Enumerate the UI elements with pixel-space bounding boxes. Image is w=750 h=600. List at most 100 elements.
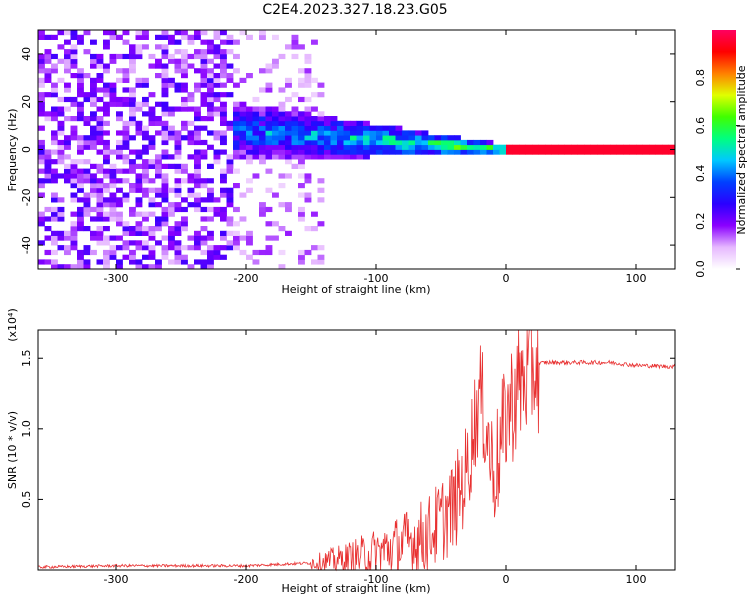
heatmap-cell [194, 87, 201, 93]
heatmap-cell [441, 139, 448, 146]
heatmap-cell [168, 230, 175, 236]
heatmap-cell [90, 53, 97, 60]
heatmap-cell [304, 125, 312, 131]
heatmap-cell [103, 101, 110, 107]
heatmap-cell [285, 77, 292, 83]
heatmap-cell [96, 197, 104, 203]
colorbar-tick-label: 0.8 [694, 69, 707, 87]
heatmap-cell [161, 73, 169, 79]
heatmap-cell [155, 240, 162, 246]
heatmap-cell [291, 130, 299, 136]
heatmap-cell [454, 149, 461, 155]
heatmap-cell [213, 245, 221, 251]
heatmap-cell [44, 259, 52, 265]
heatmap-cell [90, 135, 97, 141]
heatmap-cell [265, 106, 273, 112]
heatmap-cell [356, 139, 364, 146]
heatmap-cell [116, 221, 123, 227]
heatmap-cell [187, 187, 195, 193]
heatmap-cell [246, 120, 253, 126]
heatmap-cell [96, 87, 104, 93]
heatmap-cell [148, 178, 156, 184]
heatmap-cell [415, 139, 422, 146]
heatmap-cell [168, 39, 175, 45]
heatmap-cell [161, 82, 169, 88]
heatmap-cell [187, 96, 195, 103]
heatmap-cell [343, 125, 351, 131]
heatmap-cell [220, 245, 227, 251]
heatmap-cell [51, 130, 58, 136]
heatmap-cell [51, 159, 58, 165]
heatmap-cell [285, 44, 292, 50]
heatmap-cell [220, 254, 227, 260]
heatmap-cell [122, 221, 130, 227]
heatmap-cell [187, 120, 195, 126]
heatmap-cell [181, 216, 188, 222]
heatmap-cell [395, 149, 403, 155]
heatmap-cell [194, 197, 201, 203]
heatmap-cell [207, 130, 214, 136]
heatmap-cell [252, 111, 260, 117]
heatmap-cell [200, 101, 208, 107]
heatmap-cell [480, 149, 487, 155]
heatmap-cell [51, 264, 58, 270]
heatmap-cell [252, 106, 260, 112]
heatmap-cell [252, 173, 260, 179]
heatmap-cell [70, 58, 78, 64]
heatmap-cell [194, 173, 201, 179]
heatmap-cell [246, 106, 253, 112]
heatmap-cell [330, 135, 338, 141]
heatmap-cell [525, 149, 533, 155]
heatmap-cell [278, 149, 286, 155]
heatmap-cell [161, 221, 169, 227]
heatmap-cell [122, 101, 130, 107]
heatmap-cell [200, 183, 208, 189]
heatmap-cell [220, 101, 227, 107]
heatmap-cell [200, 216, 208, 222]
heatmap-cell [467, 139, 474, 146]
heatmap-cell [662, 144, 669, 150]
heatmap-cell [64, 163, 71, 169]
heatmap-cell [207, 49, 214, 55]
heatmap-cell [259, 211, 266, 217]
heatmap-cell [376, 139, 383, 146]
heatmap-cell [70, 240, 78, 246]
heatmap-cell [356, 120, 364, 126]
heatmap-cell [441, 135, 448, 141]
spectrogram-y-ticks: -40 -20 0 20 40 [20, 47, 675, 254]
heatmap-cell [337, 144, 344, 150]
heatmap-cell [226, 221, 234, 227]
heatmap-cell [285, 159, 292, 165]
heatmap-cell [57, 44, 65, 50]
heatmap-cell [226, 230, 234, 236]
heatmap-cell [96, 168, 104, 174]
heatmap-cell [447, 135, 455, 141]
heatmap-cell [38, 183, 45, 189]
heatmap-cell [116, 111, 123, 117]
heatmap-cell [57, 206, 65, 213]
heatmap-cell [207, 216, 214, 222]
heatmap-cell [298, 144, 305, 150]
heatmap-cell [304, 192, 312, 198]
heatmap-cell [109, 178, 117, 184]
heatmap-cell [168, 211, 175, 217]
heatmap-cell [70, 73, 78, 79]
heatmap-cell [168, 235, 175, 241]
heatmap-cell [129, 106, 136, 112]
heatmap-cell [259, 106, 266, 112]
heatmap-cell [51, 111, 58, 117]
heatmap-cell [148, 144, 156, 150]
x-tick-label: -100 [364, 573, 389, 586]
heatmap-cell [441, 149, 448, 155]
heatmap-cell [174, 230, 182, 236]
heatmap-cell [200, 235, 208, 241]
heatmap-cell [168, 106, 175, 112]
heatmap-cell [252, 125, 260, 131]
heatmap-cell [194, 130, 201, 136]
heatmap-cell [194, 116, 201, 122]
heatmap-cell [142, 211, 149, 217]
heatmap-cell [324, 130, 331, 136]
heatmap-cell [265, 139, 273, 146]
heatmap-cell [109, 168, 117, 174]
heatmap-cell [369, 139, 377, 146]
